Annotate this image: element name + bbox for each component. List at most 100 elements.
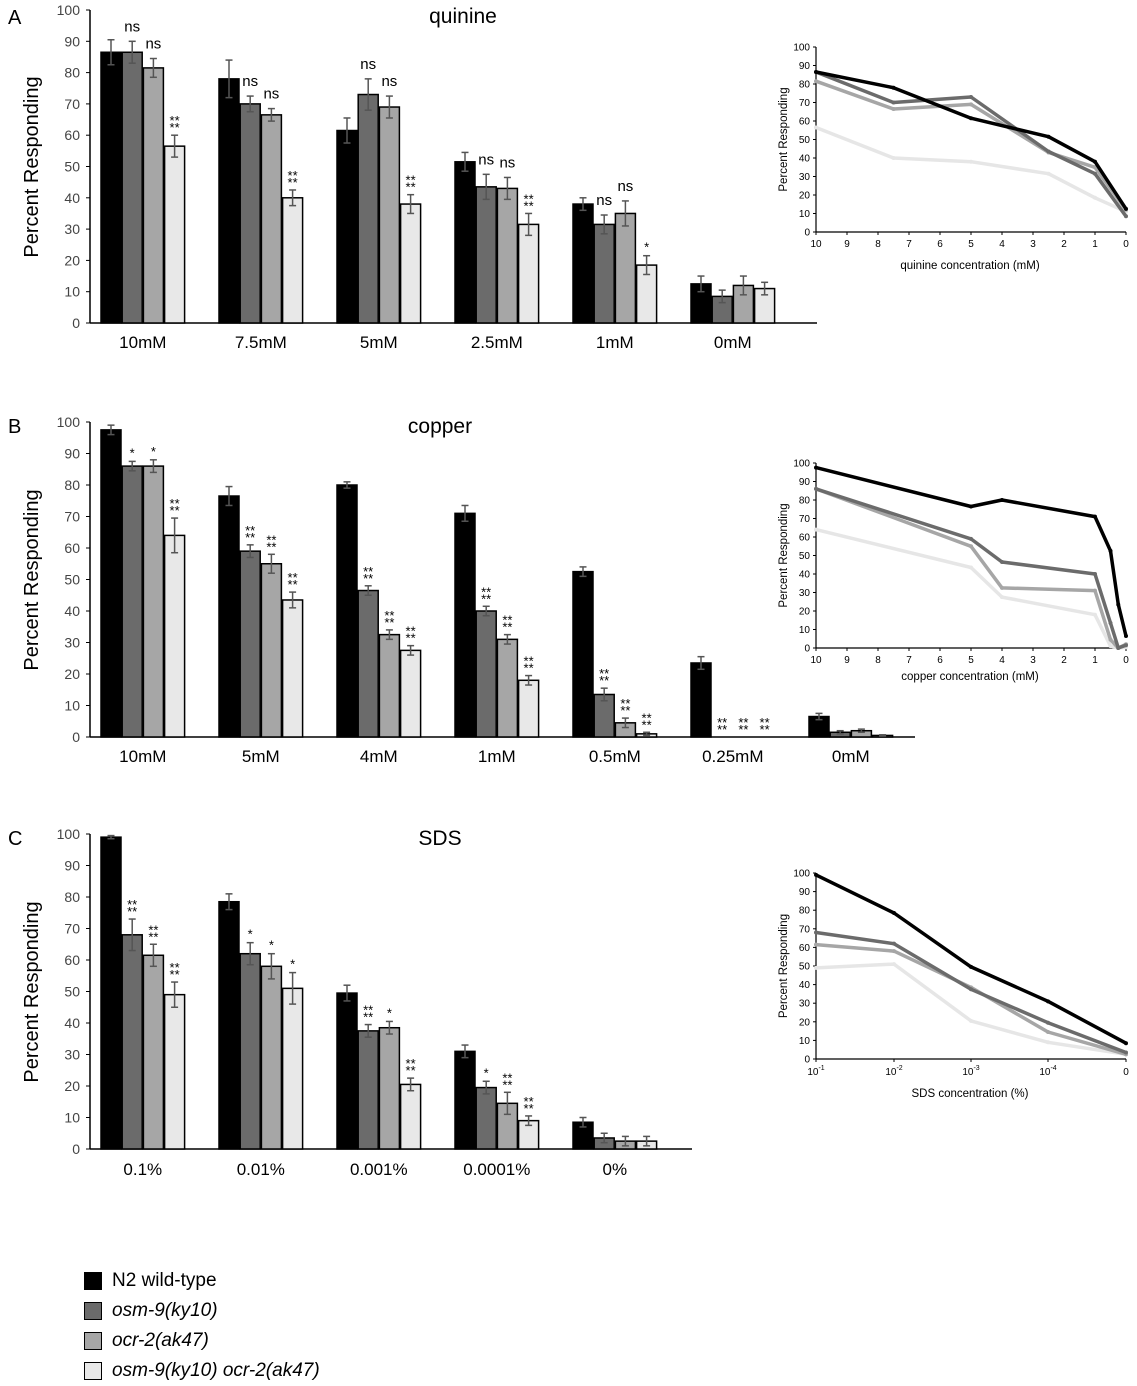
significance-label: **	[406, 1063, 416, 1078]
bar	[475, 186, 497, 324]
x-tick-label: 1	[1092, 655, 1098, 666]
bar	[163, 993, 186, 1150]
x-tick-label: 10-1	[807, 1065, 824, 1078]
x-tick-label: 3	[1030, 655, 1036, 666]
series-point	[1046, 1040, 1050, 1045]
bar	[100, 836, 122, 1150]
series-point	[1046, 1020, 1050, 1025]
series-point	[892, 941, 896, 946]
x-tick-label: 0	[1123, 239, 1129, 250]
significance-label: **	[363, 564, 373, 579]
legend-swatch-ocr2	[84, 1332, 102, 1350]
series-point	[969, 116, 973, 121]
y-tick-label: 60	[799, 117, 811, 128]
y-tick-label: 50	[64, 572, 80, 588]
y-tick-label: 40	[799, 570, 811, 581]
bar	[593, 223, 615, 324]
significance-label: **	[245, 523, 255, 538]
bar	[239, 103, 261, 324]
bar	[163, 534, 186, 738]
y-tick-label: 100	[57, 414, 81, 430]
series-point	[814, 930, 818, 935]
legend-label: ocr-2(ak47)	[112, 1330, 209, 1351]
significance-label: **	[620, 703, 630, 718]
bar	[218, 78, 240, 324]
bar	[260, 563, 283, 738]
bar	[163, 145, 186, 324]
y-tick-label: 100	[793, 869, 810, 880]
x-tick-label: 2	[1061, 239, 1067, 250]
series-point	[814, 465, 818, 470]
bar	[378, 1026, 401, 1150]
x-tick-label: 1	[1092, 239, 1098, 250]
series-point	[1124, 214, 1128, 219]
y-tick-label: 50	[799, 135, 811, 146]
series-point	[969, 1018, 973, 1023]
significance-label: **	[266, 539, 276, 554]
legend: N2 wild-type osm-9(ky10) ocr-2(ak47) osm…	[84, 1266, 320, 1386]
significance-label: **	[502, 620, 512, 635]
y-tick-label: 30	[64, 1047, 80, 1063]
x-axis-label: SDS concentration (%)	[912, 1088, 1029, 1100]
x-tick-label: 10-3	[962, 1065, 979, 1078]
y-tick-label: 40	[799, 980, 811, 991]
y-tick-label: 20	[799, 1017, 811, 1028]
y-axis-label: Percent Responding	[778, 503, 790, 607]
significance-label: ns	[124, 18, 140, 35]
series-point	[1093, 612, 1097, 617]
series-point	[1093, 195, 1097, 200]
bar	[454, 512, 476, 738]
series-point	[814, 486, 818, 491]
bar	[378, 633, 401, 738]
series-point	[969, 987, 973, 992]
significance-label: **	[406, 1056, 416, 1071]
bar	[260, 965, 283, 1150]
bar	[239, 550, 261, 738]
y-tick-label: 100	[57, 826, 81, 842]
significance-label: ns	[360, 56, 376, 73]
y-tick-label: 80	[799, 906, 811, 917]
series-point	[1108, 644, 1113, 649]
series-point	[969, 544, 973, 549]
series-point	[892, 910, 896, 915]
x-axis-label: copper concentration (mM)	[901, 671, 1039, 683]
y-tick-label: 100	[793, 43, 810, 54]
y-tick-label: 100	[57, 2, 81, 18]
x-tick-label: 0mM	[832, 747, 870, 766]
series-point	[814, 965, 818, 970]
panel-letter: A	[8, 7, 22, 29]
x-tick-label: 10	[810, 655, 822, 666]
y-tick-label: 20	[799, 191, 811, 202]
y-tick-label: 10	[64, 284, 80, 300]
significance-label: *	[269, 938, 274, 953]
x-tick-label: 9	[844, 239, 850, 250]
y-tick-label: 40	[64, 190, 80, 206]
bar	[281, 197, 304, 324]
y-tick-label: 40	[64, 603, 80, 619]
y-tick-label: 20	[64, 1078, 80, 1094]
significance-label: **	[620, 696, 630, 711]
x-tick-label: 2	[1061, 655, 1067, 666]
series-point	[1124, 633, 1128, 638]
y-tick-label: 0	[72, 315, 80, 331]
bar	[336, 484, 358, 738]
bar	[336, 129, 358, 324]
series-point	[1124, 643, 1128, 648]
significance-label: *	[644, 240, 649, 255]
series-point	[1124, 206, 1128, 211]
series-point	[814, 125, 818, 130]
y-tick-label: 60	[64, 127, 80, 143]
bar-chart-c: C SDS Percent Responding 0 10 20 30 40 50 60 70 80 9…	[8, 826, 692, 1179]
y-tick-label: 70	[64, 509, 80, 525]
y-tick-label: 50	[64, 984, 80, 1000]
series-point	[892, 949, 896, 954]
significance-label: **	[266, 532, 276, 547]
bar	[690, 662, 712, 738]
bar	[121, 465, 143, 738]
y-tick-label: 60	[64, 952, 80, 968]
panel-letter: B	[8, 416, 21, 438]
x-tick-label: 2.5mM	[471, 333, 523, 352]
chart-title: SDS	[418, 827, 461, 850]
